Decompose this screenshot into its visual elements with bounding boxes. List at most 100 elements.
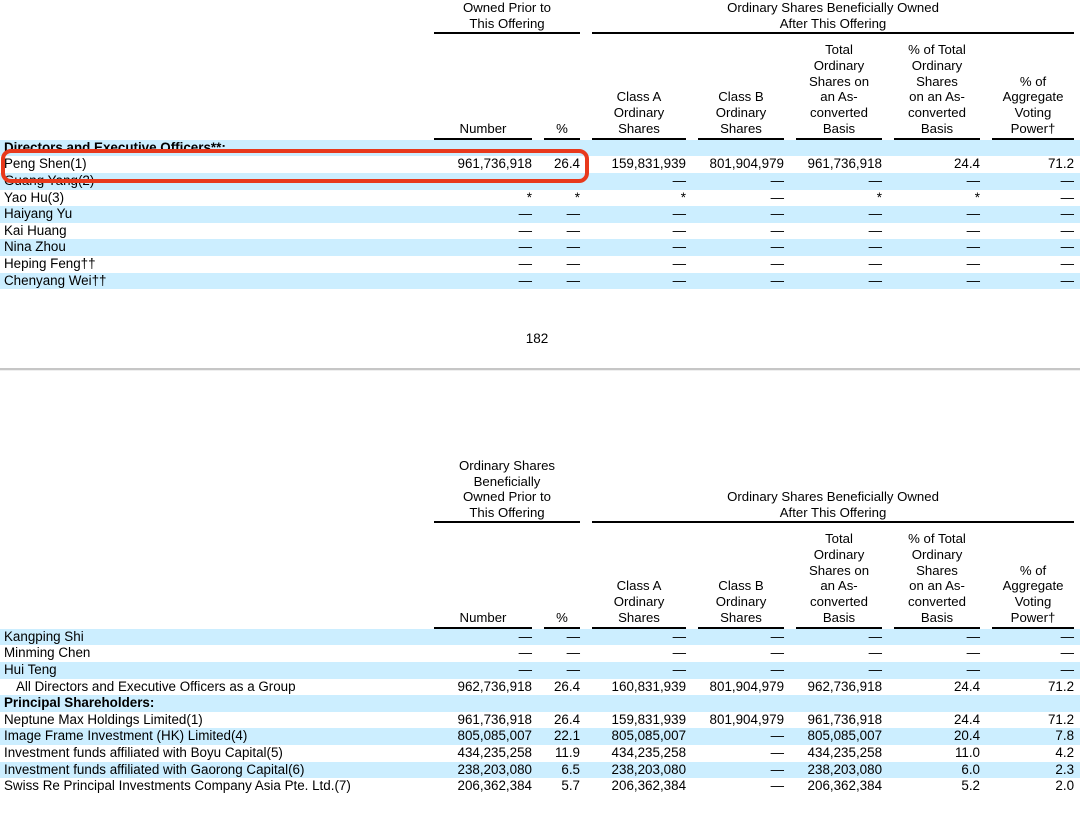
cell-value: — — [566, 628, 581, 644]
cell-value: 206,362,384 — [807, 778, 883, 794]
cell-value: 7.8 — [1055, 728, 1075, 744]
cell-value: 961,736,918 — [457, 156, 532, 172]
column-header-class-a: Class A Ordinary Shares — [586, 34, 692, 140]
cell-value: 71.2 — [1047, 711, 1075, 727]
cell-value: — — [518, 272, 532, 288]
column-header-pct-total-asconverted: % of Total Ordinary Shares on an As- con… — [888, 523, 986, 629]
row-label: Nina Zhou — [4, 239, 66, 255]
cell-value: — — [566, 255, 580, 271]
cell-value: * — [526, 189, 532, 205]
cell-value: 71.2 — [1047, 678, 1075, 694]
cell-value: — — [672, 239, 686, 255]
row-label: Minming Chen — [4, 645, 91, 661]
cell-value: 24.4 — [953, 156, 980, 172]
row-label: Investment funds affiliated with Boyu Ca… — [4, 744, 283, 760]
cell-value: — — [672, 661, 687, 677]
cell-value — [586, 695, 692, 712]
row-label: Investment funds affiliated with Gaorong… — [4, 761, 305, 777]
table-row: Nina Zhou — — — — — — — — [0, 239, 1080, 256]
spacer-cell — [0, 0, 428, 34]
column-header-row: Number % Class A Ordinary Shares Class B… — [0, 523, 1080, 629]
cell-value: — — [566, 239, 580, 255]
column-header-voting-power: % of Aggregate Voting Power† — [986, 523, 1080, 629]
column-header-total-asconverted: Total Ordinary Shares on an As- converte… — [790, 34, 888, 140]
cell-value: 805,085,007 — [807, 728, 883, 744]
cell-value: 71.2 — [1047, 156, 1075, 172]
cell-value: — — [868, 206, 882, 222]
table-row: Swiss Re Principal Investments Company A… — [0, 778, 1080, 795]
column-header-class-a: Class A Ordinary Shares — [586, 523, 692, 629]
cell-value: — — [868, 255, 882, 271]
table-row: Haiyang Yu — — — — — — — — [0, 206, 1080, 223]
cell-value: — — [770, 255, 784, 271]
column-header-total-asconverted: Total Ordinary Shares on an As- converte… — [790, 523, 888, 629]
cell-value: 961,736,918 — [807, 711, 883, 727]
ownership-table-prior-section: Owned Prior to This Offering Ordinary Sh… — [0, 0, 1080, 290]
cell-value: 6.5 — [561, 761, 581, 777]
cell-value: — — [1060, 628, 1075, 644]
cell-value: 22.1 — [553, 728, 581, 744]
table-row: Heping Feng†† — — — — — — — — [0, 256, 1080, 273]
cell-value: — — [672, 645, 687, 661]
group-header-prior: Ordinary Shares Beneficially Owned Prior… — [428, 458, 586, 523]
cell-value: — — [770, 628, 785, 644]
cell-value: 206,362,384 — [457, 778, 532, 794]
cell-value: — — [672, 172, 686, 188]
column-header-number: Number — [428, 34, 538, 140]
cell-value: — — [1060, 272, 1075, 288]
column-header-class-b: Class B Ordinary Shares — [692, 523, 790, 629]
cell-value: — — [518, 661, 532, 677]
cell-value: — — [770, 206, 784, 222]
cell-value: — — [770, 172, 784, 188]
section-divider — [0, 368, 1080, 371]
cell-value: — — [672, 206, 686, 222]
table-row: Directors and Executive Officers**: — [0, 139, 1080, 157]
table-row: Hui Teng — — — — — — — — [0, 661, 1080, 679]
row-label: All Directors and Executive Officers as … — [16, 678, 296, 694]
row-label: Directors and Executive Officers**: — [4, 139, 226, 155]
cell-value: 238,203,080 — [807, 761, 883, 777]
table-row: Investment funds affiliated with Boyu Ca… — [0, 745, 1080, 762]
cell-value: — — [770, 189, 784, 205]
cell-value: 801,904,979 — [709, 156, 784, 172]
cell-value: 160,831,939 — [611, 678, 687, 694]
column-header-class-b: Class B Ordinary Shares — [692, 34, 790, 140]
cell-value: — — [868, 272, 882, 288]
cell-value — [692, 695, 790, 712]
cell-value: 801,904,979 — [709, 711, 785, 727]
group-header-after: Ordinary Shares Beneficially Owned After… — [586, 0, 1080, 34]
cell-value: — — [1060, 645, 1075, 661]
cell-value: 5.7 — [561, 778, 581, 794]
cell-value: 238,203,080 — [611, 761, 687, 777]
cell-value: — — [868, 645, 883, 661]
group-header-after: Ordinary Shares Beneficially Owned After… — [586, 458, 1080, 523]
cell-value: 2.0 — [1055, 778, 1075, 794]
cell-value: 5.2 — [961, 778, 981, 794]
cell-value: — — [966, 255, 980, 271]
row-label: Swiss Re Principal Investments Company A… — [4, 778, 351, 794]
cell-value: — — [1060, 222, 1075, 238]
cell-value: — — [566, 222, 580, 238]
cell-value — [428, 695, 538, 712]
row-label: Yao Hu(3) — [4, 189, 65, 205]
cell-value: — — [966, 272, 980, 288]
cell-value: — — [770, 645, 785, 661]
table-row: Minming Chen — — — — — — — — [0, 645, 1080, 662]
cell-value: 4.2 — [1055, 744, 1075, 760]
cell-value: 805,085,007 — [457, 728, 532, 744]
table-row: Guang Yang(2) — — — — — — — — [0, 172, 1080, 190]
table-row: Image Frame Investment (HK) Limited(4) 80… — [0, 728, 1080, 745]
page-number: 182 — [525, 331, 549, 346]
column-header-pct-total-asconverted: % of Total Ordinary Shares on an As- con… — [888, 34, 986, 140]
cell-value: — — [518, 255, 532, 271]
group-header-after-label: Ordinary Shares Beneficially Owned After… — [592, 489, 1075, 523]
cell-value — [538, 695, 586, 712]
column-header-percent: % — [538, 34, 586, 140]
cell-value: — — [966, 645, 981, 661]
row-label: Haiyang Yu — [4, 206, 73, 222]
spacer-cell — [0, 34, 428, 140]
column-header-voting-power: % of Aggregate Voting Power† — [986, 34, 1080, 140]
cell-value: 801,904,979 — [709, 678, 785, 694]
table-row: Principal Shareholders: — [0, 695, 1080, 712]
cell-value: — — [518, 628, 532, 644]
